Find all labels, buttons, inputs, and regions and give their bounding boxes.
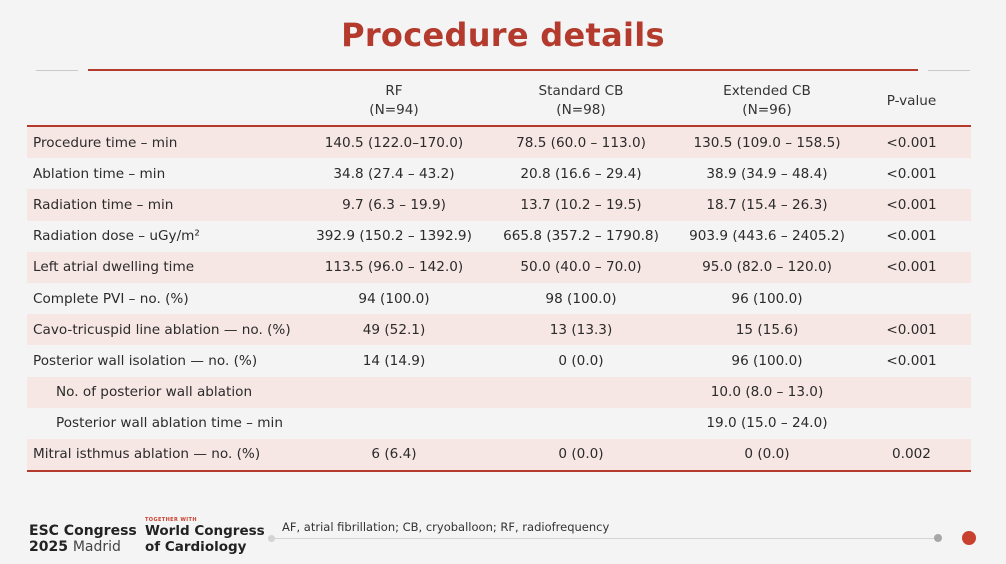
cell-extended-cb: 38.9 (34.9 – 48.4) bbox=[706, 165, 828, 182]
cell-extended-cb: 18.7 (15.4 – 26.3) bbox=[682, 189, 852, 221]
table-row: Posterior wall ablation time – min 19.0 … bbox=[27, 408, 971, 439]
cell-p-value: <0.001 bbox=[852, 251, 971, 283]
procedure-table: RF (N=94) Standard CB (N=98) Extended CB (N… bbox=[27, 77, 971, 472]
table-row: Radiation dose – uGy/m² 392.9 (150.2 – 1… bbox=[27, 221, 971, 252]
cell-p-value bbox=[852, 376, 971, 408]
row-label: Posterior wall isolation — no. (%) bbox=[33, 352, 258, 369]
cell-rf: 140.5 (122.0–170.0) bbox=[308, 126, 480, 159]
cell-rf: 49 (52.1) bbox=[308, 314, 480, 346]
cell-p-value: <0.001 bbox=[852, 314, 971, 346]
cell-rf: 14 (14.9) bbox=[362, 352, 426, 369]
cell-standard-cb: 20.8 (16.6 – 29.4) bbox=[520, 165, 642, 182]
together-with-label: TOGETHER WITH bbox=[145, 517, 197, 523]
cell-extended-cb: 15 (15.6) bbox=[682, 314, 852, 346]
cell-rf: 113.5 (96.0 – 142.0) bbox=[308, 251, 480, 283]
table-row: Complete PVI – no. (%) 94 (100.0) 98 (10… bbox=[27, 283, 971, 314]
row-label: Left atrial dwelling time bbox=[27, 251, 308, 283]
footnote: AF, atrial fibrillation; CB, cryoballoon… bbox=[282, 520, 610, 534]
cell-rf bbox=[308, 408, 480, 439]
cell-extended-cb: 19.0 (15.0 – 24.0) bbox=[706, 415, 828, 432]
footer-line bbox=[272, 538, 936, 539]
cell-p-value: <0.001 bbox=[886, 228, 937, 245]
cell-standard-cb: 13.7 (10.2 – 19.5) bbox=[480, 189, 682, 221]
row-label: Cavo-tricuspid line ablation — no. (%) bbox=[27, 314, 308, 346]
table-row: Radiation time – min 9.7 (6.3 – 19.9) 13… bbox=[27, 189, 971, 221]
cell-extended-cb: 0 (0.0) bbox=[682, 438, 852, 472]
table-row: No. of posterior wall ablation 10.0 (8.0… bbox=[27, 376, 971, 408]
cell-extended-cb: 96 (100.0) bbox=[731, 352, 803, 369]
cell-standard-cb: 665.8 (357.2 – 1790.8) bbox=[503, 228, 659, 245]
table-row: Cavo-tricuspid line ablation — no. (%) 4… bbox=[27, 314, 971, 346]
table-header-row: RF (N=94) Standard CB (N=98) Extended CB (N… bbox=[27, 77, 971, 126]
cell-extended-cb: 95.0 (82.0 – 120.0) bbox=[682, 251, 852, 283]
title-rule-right bbox=[928, 70, 970, 71]
row-label: Ablation time – min bbox=[33, 165, 166, 182]
row-label: Radiation dose – uGy/m² bbox=[33, 228, 200, 245]
row-label: No. of posterior wall ablation bbox=[27, 376, 308, 408]
cell-rf: 94 (100.0) bbox=[358, 290, 430, 307]
esc-year-city: 2025 Madrid bbox=[29, 539, 121, 555]
cell-p-value bbox=[852, 408, 971, 439]
table-row: Ablation time – min 34.8 (27.4 – 43.2) 2… bbox=[27, 158, 971, 189]
row-label: Complete PVI – no. (%) bbox=[33, 290, 189, 307]
row-label: Mitral isthmus ablation — no. (%) bbox=[27, 438, 308, 472]
cell-extended-cb: 10.0 (8.0 – 13.0) bbox=[682, 376, 852, 408]
cell-rf: 392.9 (150.2 – 1392.9) bbox=[316, 228, 472, 245]
cell-p-value: <0.001 bbox=[852, 189, 971, 221]
cell-standard-cb: 0 (0.0) bbox=[558, 352, 604, 369]
cell-p-value: <0.001 bbox=[886, 165, 937, 182]
cell-standard-cb: 98 (100.0) bbox=[545, 290, 617, 307]
header-standard-cb: Standard CB (N=98) bbox=[538, 83, 624, 118]
footer-line-start-dot bbox=[268, 535, 275, 542]
slide-title: Procedure details bbox=[341, 16, 665, 54]
footer-red-dot bbox=[962, 531, 976, 545]
title-rule bbox=[88, 69, 918, 71]
cell-extended-cb: 903.9 (443.6 – 2405.2) bbox=[689, 228, 845, 245]
header-rf: RF (N=94) bbox=[369, 83, 419, 118]
title-rule-left bbox=[36, 70, 78, 71]
header-empty bbox=[27, 77, 308, 126]
table-row: Procedure time – min 140.5 (122.0–170.0)… bbox=[27, 126, 971, 159]
cell-p-value: <0.001 bbox=[886, 352, 937, 369]
row-label: Procedure time – min bbox=[27, 126, 308, 159]
footer-gray-dot bbox=[934, 534, 942, 542]
cell-rf: 34.8 (27.4 – 43.2) bbox=[333, 165, 455, 182]
cell-standard-cb: 0 (0.0) bbox=[480, 438, 682, 472]
row-label: Radiation time – min bbox=[27, 189, 308, 221]
cell-rf bbox=[308, 376, 480, 408]
header-extended-cb: Extended CB (N=96) bbox=[723, 83, 811, 118]
table-row: Posterior wall isolation — no. (%) 14 (1… bbox=[27, 345, 971, 376]
esc-congress-label: ESC Congress bbox=[29, 523, 137, 539]
row-label: Posterior wall ablation time – min bbox=[56, 415, 283, 432]
of-cardiology-label: of Cardiology bbox=[145, 539, 247, 555]
cell-extended-cb: 130.5 (109.0 – 158.5) bbox=[682, 126, 852, 159]
header-p-value: P-value bbox=[886, 92, 937, 109]
cell-rf: 6 (6.4) bbox=[308, 438, 480, 472]
cell-p-value: <0.001 bbox=[852, 126, 971, 159]
cell-p-value: 0.002 bbox=[852, 438, 971, 472]
cell-p-value bbox=[852, 283, 971, 314]
cell-extended-cb: 96 (100.0) bbox=[731, 290, 803, 307]
cell-rf: 9.7 (6.3 – 19.9) bbox=[308, 189, 480, 221]
table-row: Left atrial dwelling time 113.5 (96.0 – … bbox=[27, 251, 971, 283]
cell-standard-cb: 78.5 (60.0 – 113.0) bbox=[480, 126, 682, 159]
table-row: Mitral isthmus ablation — no. (%) 6 (6.4… bbox=[27, 438, 971, 472]
cell-standard-cb: 13 (13.3) bbox=[480, 314, 682, 346]
congress-logo: ESC Congress 2025 Madrid TOGETHER WITH W… bbox=[29, 517, 265, 556]
cell-standard-cb: 50.0 (40.0 – 70.0) bbox=[480, 251, 682, 283]
cell-standard-cb bbox=[480, 408, 682, 439]
cell-standard-cb bbox=[480, 376, 682, 408]
world-congress-label: World Congress bbox=[145, 523, 265, 539]
